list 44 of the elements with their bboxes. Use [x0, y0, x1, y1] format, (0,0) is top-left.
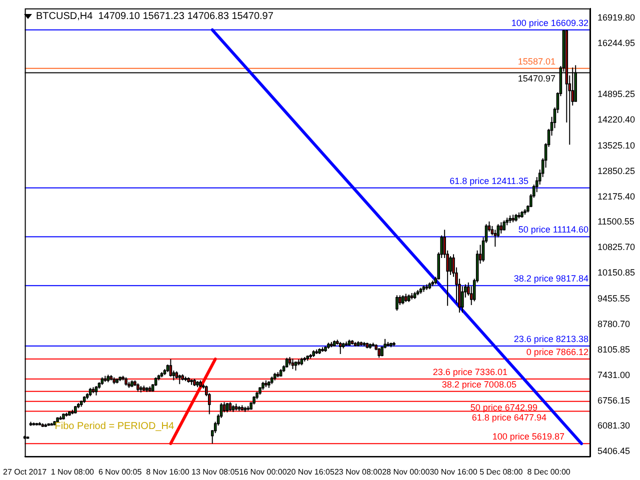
y-tick-label: 9455.55	[597, 294, 630, 304]
y-tick-label: 5406.45	[597, 446, 630, 456]
ref-line-label: 100 price 5619.87	[492, 432, 564, 442]
ref-line-label: 15470.97	[518, 74, 556, 84]
y-tick-label: 10150.85	[597, 268, 636, 278]
y-tick-label: 14220.40	[597, 114, 636, 124]
ref-line-label: 23.6 price 7336.01	[432, 366, 508, 377]
x-tick-label: 5 Dec 08:00	[480, 467, 524, 476]
chart-title: BTCUSD,H4 14709.10 15671.23 14706.83 15470.97	[36, 11, 274, 22]
y-tick-label: 13525.10	[597, 140, 636, 150]
y-tick-label: 14895.25	[597, 88, 636, 99]
x-tick-label: 1 Nov 08:00	[50, 467, 95, 476]
y-tick-label: 11500.55	[597, 216, 634, 227]
ref-line-label: 38.2 price 7008.05	[442, 379, 516, 390]
x-tick-label: 30 Nov 16:00	[430, 467, 478, 476]
x-tick-label: 20 Nov 16:05	[286, 467, 335, 476]
x-tick-label: 8 Dec 00:00	[527, 467, 571, 476]
x-tick-label: 23 Nov 08:00	[334, 467, 383, 476]
y-tick-label: 8105.85	[597, 344, 630, 354]
ref-line-label: 50 price 11114.60	[518, 224, 588, 235]
x-tick-label: 13 Nov 08:05	[192, 467, 240, 476]
y-tick-label: 6756.15	[597, 395, 630, 406]
y-tick-label: 16919.80	[597, 12, 636, 23]
ref-line-label: 38.2 price 9817.84	[514, 274, 588, 284]
y-tick-label: 7431.00	[597, 370, 630, 380]
ref-line-label: 61.8 price 12411.35	[450, 176, 528, 186]
y-tick-label: 8780.70	[597, 319, 630, 330]
y-tick-label: 12850.25	[597, 166, 636, 176]
y-tick-label: 10825.70	[597, 242, 636, 252]
x-tick-label: 8 Nov 16:00	[146, 467, 190, 476]
x-tick-label: 28 Nov 00:00	[382, 467, 430, 476]
annotation: Fibo Period = PERIOD_H4	[54, 421, 174, 432]
ref-line-label: 61.8 price 6477.94	[472, 412, 546, 422]
y-tick-label: 16244.95	[597, 38, 636, 48]
ref-line-label: 23.6 price 8213.38	[514, 334, 588, 344]
ref-line-label: 100 price 16609.32	[511, 18, 588, 28]
y-tick-label: 6081.30	[597, 420, 630, 431]
ref-line-label: 15587.01	[518, 56, 556, 66]
y-tick-label: 12175.40	[597, 191, 636, 202]
ref-line-label: 0 price 7866.12	[526, 347, 588, 358]
ref-line-label: 50 price 6742.99	[470, 402, 538, 412]
x-tick-label: 6 Nov 00:05	[98, 467, 142, 476]
x-tick-label: 27 Oct 2017	[2, 467, 48, 476]
x-tick-label: 16 Nov 00:00	[239, 467, 288, 476]
